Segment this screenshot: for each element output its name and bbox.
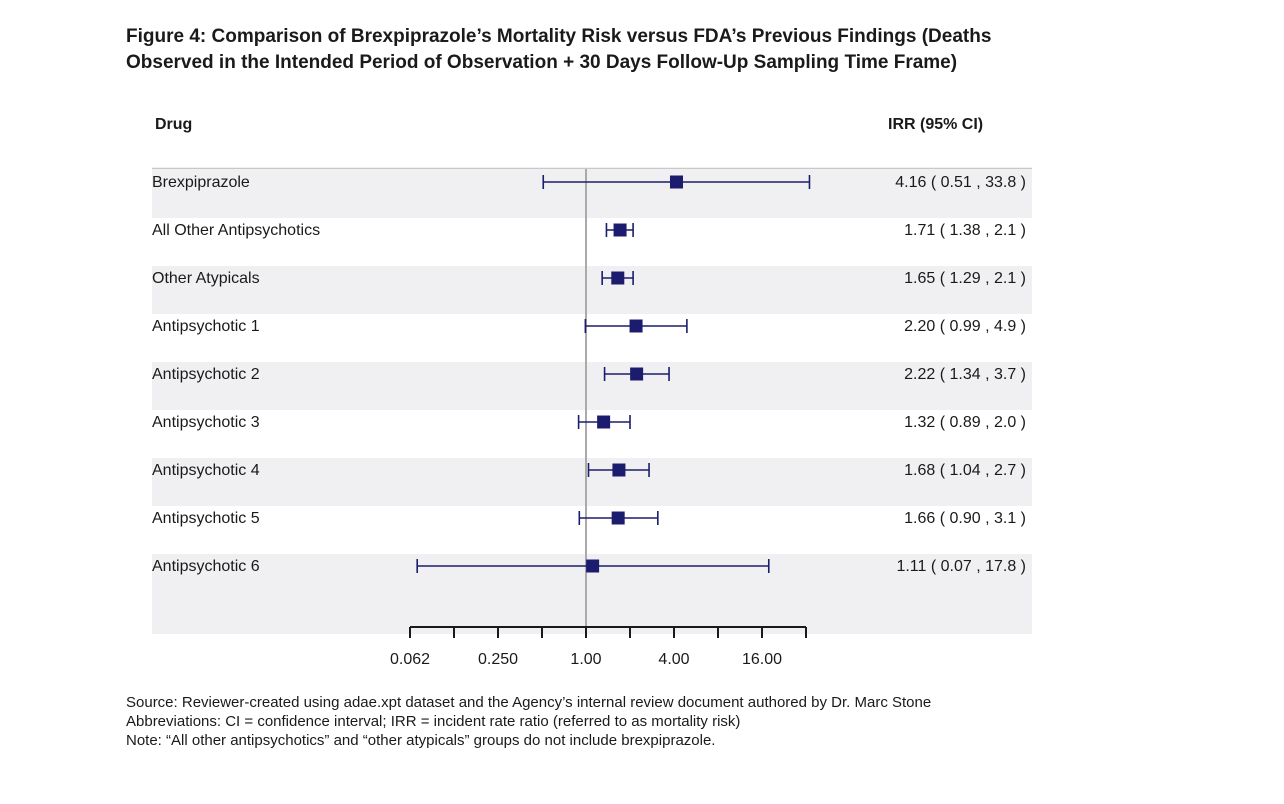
figure-title-line-2: Observed in the Intended Period of Obser… bbox=[126, 52, 958, 73]
irr-value-label: 1.11 ( 0.07 , 17.8 ) bbox=[896, 558, 1026, 575]
point-estimate-marker bbox=[629, 319, 643, 333]
footnote: Note: “All other antipsychotics” and “ot… bbox=[126, 732, 716, 749]
drug-label: Antipsychotic 6 bbox=[152, 558, 260, 575]
irr-value-label: 4.16 ( 0.51 , 33.8 ) bbox=[895, 174, 1026, 191]
irr-value-label: 1.68 ( 1.04 , 2.7 ) bbox=[904, 462, 1026, 479]
irr-value-label: 1.65 ( 1.29 , 2.1 ) bbox=[904, 270, 1026, 287]
row-band bbox=[152, 170, 1032, 218]
irr-value-label: 2.22 ( 1.34 , 3.7 ) bbox=[904, 366, 1026, 383]
drug-label: Antipsychotic 2 bbox=[152, 366, 260, 383]
point-estimate-marker bbox=[597, 415, 611, 429]
x-tick-label: 0.062 bbox=[390, 651, 430, 668]
figure-title: Figure 4: Comparison of Brexpiprazole’s … bbox=[126, 24, 1166, 76]
row-band bbox=[152, 362, 1032, 410]
x-tick-label: 4.00 bbox=[658, 651, 689, 668]
forest-plot: Brexpiprazole 4.16 ( 0.51 , 33.8 ) All Oth… bbox=[152, 167, 1032, 668]
row-band bbox=[152, 458, 1032, 506]
drug-label: All Other Antipsychotics bbox=[152, 222, 320, 239]
drug-label: Antipsychotic 3 bbox=[152, 414, 260, 431]
irr-value-label: 1.71 ( 1.38 , 2.1 ) bbox=[904, 222, 1026, 239]
irr-value-label: 2.20 ( 0.99 , 4.9 ) bbox=[904, 318, 1026, 335]
point-estimate-marker bbox=[586, 559, 600, 573]
point-estimate-marker bbox=[613, 223, 627, 237]
drug-label: Brexpiprazole bbox=[152, 174, 250, 191]
drug-label: Antipsychotic 4 bbox=[152, 462, 260, 479]
irr-column-header: IRR (95% CI) bbox=[888, 116, 984, 133]
x-tick-label: 16.00 bbox=[742, 651, 782, 668]
drug-column-header: Drug bbox=[155, 116, 193, 133]
source-note: Source: Reviewer-created using adae.xpt … bbox=[126, 694, 932, 711]
point-estimate-marker bbox=[630, 367, 644, 381]
point-estimate-marker bbox=[669, 175, 683, 189]
figure-title-line-1: Figure 4: Comparison of Brexpiprazole’s … bbox=[126, 26, 992, 47]
drug-label: Antipsychotic 5 bbox=[152, 510, 260, 527]
point-estimate-marker bbox=[611, 511, 625, 525]
irr-value-label: 1.32 ( 0.89 , 2.0 ) bbox=[904, 414, 1026, 431]
drug-label: Other Atypicals bbox=[152, 270, 260, 287]
row-band-bottom bbox=[152, 598, 1032, 634]
x-tick-label: 0.250 bbox=[478, 651, 518, 668]
row-band bbox=[152, 266, 1032, 314]
drug-label: Antipsychotic 1 bbox=[152, 318, 260, 335]
abbreviations-note: Abbreviations: CI = confidence interval;… bbox=[126, 713, 741, 730]
x-tick-label: 1.00 bbox=[570, 651, 601, 668]
point-estimate-marker bbox=[611, 271, 625, 285]
irr-value-label: 1.66 ( 0.90 , 3.1 ) bbox=[904, 510, 1026, 527]
figure-notes: Source: Reviewer-created using adae.xpt … bbox=[126, 693, 931, 750]
point-estimate-marker bbox=[612, 463, 626, 477]
